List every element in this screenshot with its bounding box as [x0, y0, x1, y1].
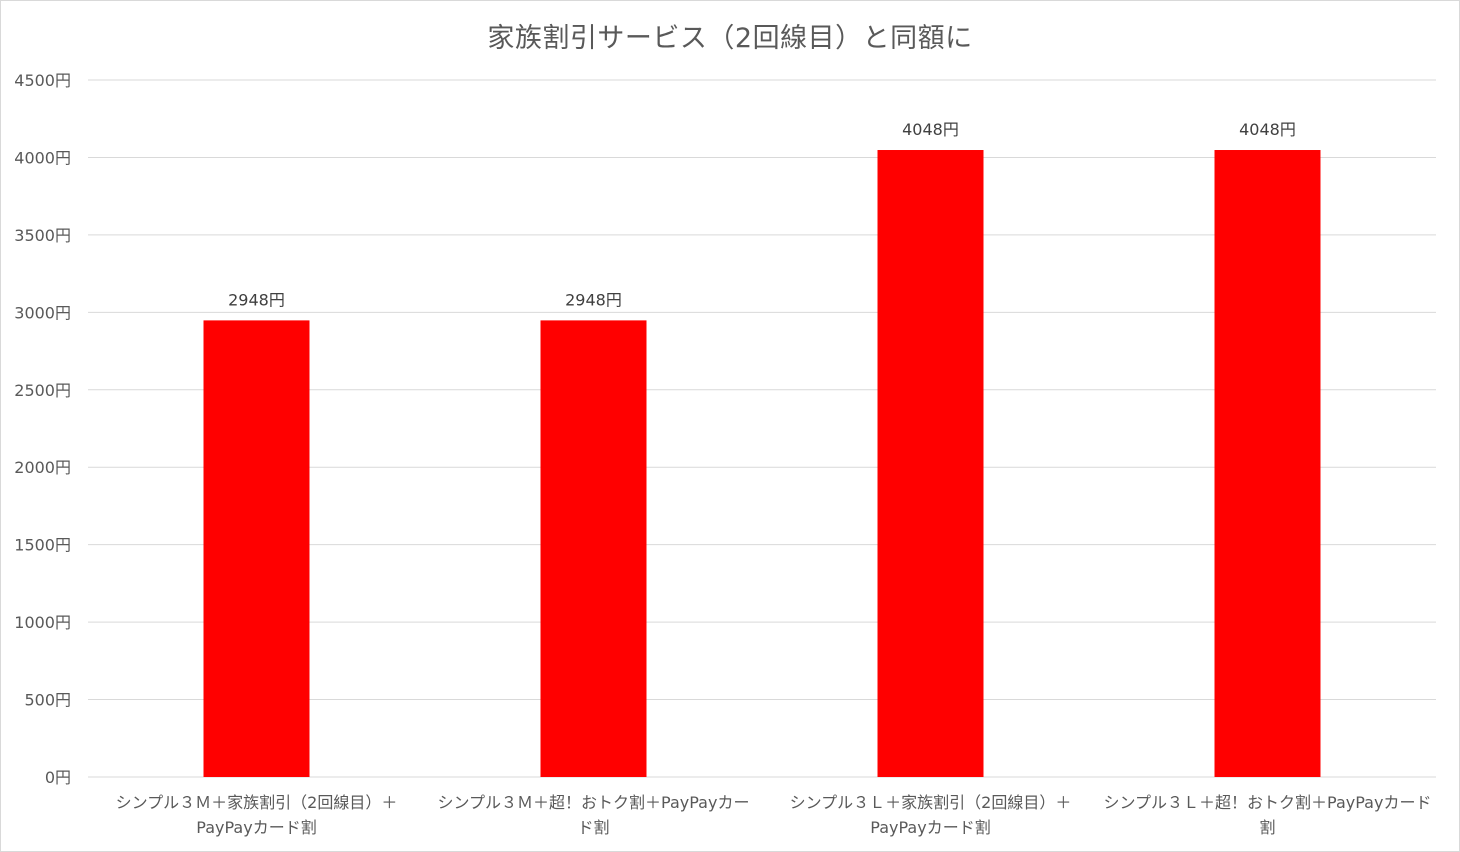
- y-tick-label: 4500円: [14, 71, 71, 90]
- y-tick-label: 1500円: [14, 536, 71, 555]
- data-label: 2948円: [228, 290, 285, 309]
- bar: [540, 320, 647, 777]
- x-category-label: 割: [1259, 818, 1275, 837]
- data-label: 4048円: [1239, 120, 1296, 139]
- data-label: 2948円: [565, 290, 622, 309]
- y-tick-label: 3000円: [14, 303, 71, 322]
- x-category-label: シンプル３Ｌ＋超！おトク割＋PayPayカード: [1104, 793, 1432, 812]
- x-category-label: ド割: [577, 818, 609, 837]
- x-category-label: シンプル３Ｍ＋家族割引（2回線目）＋: [116, 793, 398, 812]
- y-tick-label: 1000円: [14, 613, 71, 632]
- data-label: 4048円: [902, 120, 959, 139]
- x-category-label: PayPayカード割: [870, 818, 990, 837]
- x-category-label: PayPayカード割: [196, 818, 316, 837]
- x-category-label: シンプル３Ｌ＋家族割引（2回線目）＋: [790, 793, 1072, 812]
- y-tick-label: 4000円: [14, 148, 71, 167]
- y-tick-label: 3500円: [14, 226, 71, 245]
- chart-title: 家族割引サービス（2回線目）と同額に: [487, 23, 973, 54]
- bar: [203, 320, 310, 777]
- y-tick-label: 2500円: [14, 381, 71, 400]
- x-category-label: シンプル３Ｍ＋超！おトク割＋PayPayカー: [438, 793, 750, 812]
- bar: [1214, 150, 1321, 778]
- y-tick-label: 0円: [45, 768, 71, 787]
- y-tick-label: 500円: [24, 691, 71, 710]
- bar: [877, 150, 984, 778]
- y-tick-label: 2000円: [14, 458, 71, 477]
